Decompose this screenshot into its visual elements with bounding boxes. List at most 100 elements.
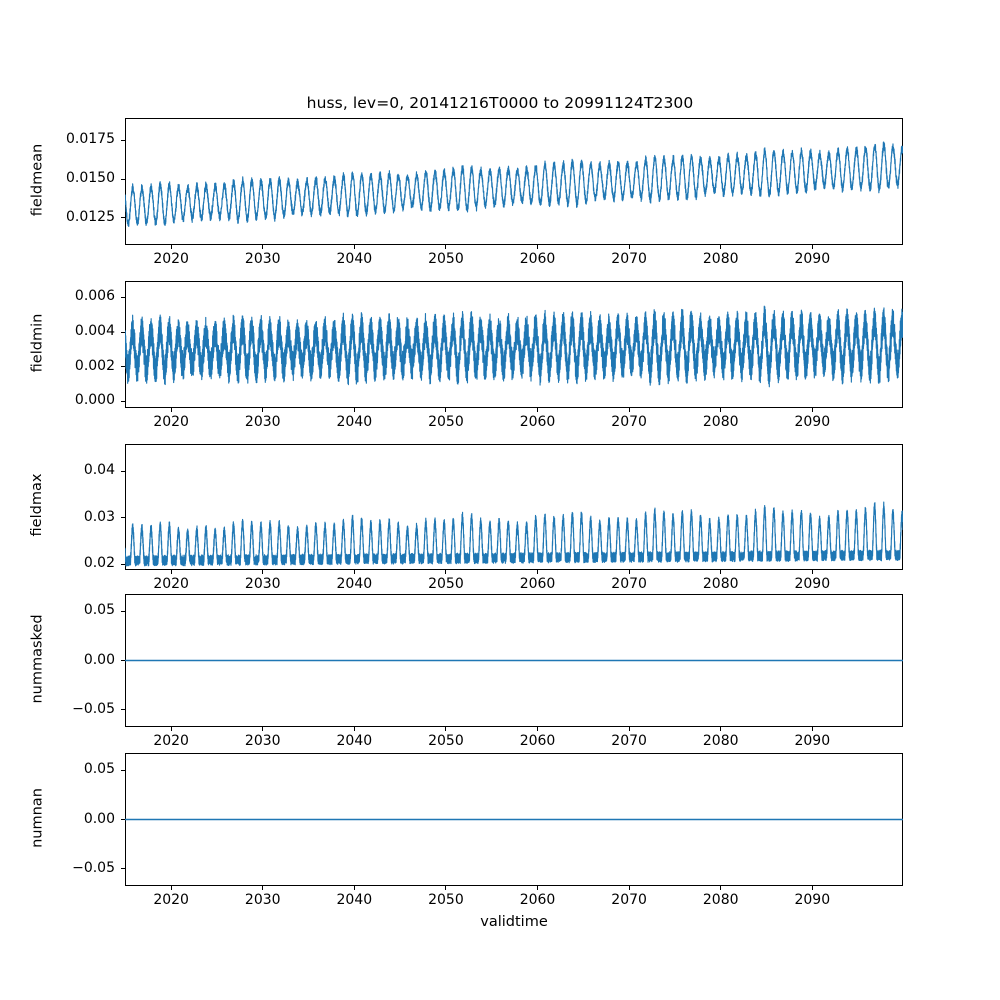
x-tick-label: 2020 (153, 414, 189, 430)
x-tick-label: 2020 (153, 733, 189, 749)
series-fieldmean (125, 142, 903, 226)
x-tick-mark (720, 570, 722, 574)
x-tick-label: 2020 (153, 576, 189, 592)
x-tick-mark (628, 245, 630, 249)
y-tick-mark (121, 709, 125, 711)
y-tick-label: −0.05 (72, 700, 115, 717)
y-axis-label-fieldmin: fieldmin (29, 313, 45, 372)
x-tick-mark (811, 886, 813, 890)
y-tick-mark (121, 400, 125, 402)
x-tick-label: 2020 (153, 892, 189, 908)
x-tick-mark (353, 886, 355, 890)
x-tick-label: 2070 (611, 251, 647, 267)
y-tick-label: 0.03 (83, 508, 115, 525)
x-tick-mark (628, 408, 630, 412)
x-tick-mark (262, 408, 264, 412)
y-tick-label: 0.0175 (66, 131, 115, 148)
x-tick-mark (537, 245, 539, 249)
x-tick-mark (262, 727, 264, 731)
y-tick-mark (121, 470, 125, 472)
axes-frame (125, 444, 903, 570)
series-fieldmin (125, 306, 903, 387)
y-tick-label: 0.05 (83, 761, 115, 778)
x-tick-mark (170, 727, 172, 731)
x-tick-mark (262, 245, 264, 249)
x-tick-label: 2050 (428, 576, 464, 592)
y-tick-mark (121, 517, 125, 519)
x-tick-label: 2080 (702, 414, 739, 430)
x-tick-label: 2060 (519, 251, 556, 267)
y-tick-label: 0.05 (83, 602, 115, 619)
y-axis-label-nummasked: nummasked (29, 613, 45, 704)
x-tick-mark (353, 727, 355, 731)
data-line-fieldmax (125, 444, 903, 570)
x-tick-mark (537, 408, 539, 412)
x-tick-label: 2040 (336, 576, 373, 592)
subplot-fieldmin (125, 281, 903, 408)
x-tick-mark (811, 570, 813, 574)
y-tick-label: 0.0125 (66, 208, 115, 225)
x-tick-mark (720, 727, 722, 731)
x-tick-label: 2050 (428, 733, 464, 749)
x-tick-mark (445, 570, 447, 574)
subplot-fieldmean (125, 118, 903, 245)
x-tick-mark (353, 245, 355, 249)
x-tick-mark (628, 727, 630, 731)
x-tick-mark (445, 408, 447, 412)
y-tick-label: 0.004 (74, 323, 115, 340)
data-line-numnan (125, 753, 903, 886)
x-tick-label: 2060 (519, 576, 556, 592)
x-tick-label: 2070 (611, 892, 647, 908)
x-tick-label: 2040 (336, 892, 373, 908)
x-tick-label: 2070 (611, 414, 647, 430)
x-tick-mark (445, 727, 447, 731)
y-tick-mark (121, 366, 125, 368)
x-tick-mark (353, 570, 355, 574)
x-tick-label: 2090 (794, 251, 831, 267)
y-tick-label: 0.00 (83, 810, 115, 827)
x-tick-mark (537, 727, 539, 731)
x-tick-mark (628, 570, 630, 574)
x-tick-mark (262, 886, 264, 890)
x-tick-mark (720, 245, 722, 249)
x-tick-mark (720, 886, 722, 890)
x-tick-mark (170, 245, 172, 249)
y-tick-label: 0.0150 (66, 170, 115, 187)
subplot-numnan (125, 753, 903, 886)
y-tick-mark (121, 139, 125, 141)
y-tick-label: 0.04 (83, 462, 115, 479)
x-tick-label: 2040 (336, 251, 373, 267)
x-tick-mark (811, 245, 813, 249)
data-line-fieldmin (125, 281, 903, 408)
y-tick-mark (121, 610, 125, 612)
x-tick-label: 2030 (244, 576, 281, 592)
x-tick-mark (170, 570, 172, 574)
x-tick-label: 2040 (336, 733, 373, 749)
figure-title: huss, lev=0, 20141216T0000 to 20991124T2… (306, 94, 694, 112)
y-tick-mark (121, 217, 125, 219)
y-tick-mark (121, 563, 125, 565)
x-tick-mark (353, 408, 355, 412)
x-tick-mark (170, 886, 172, 890)
x-tick-mark (170, 408, 172, 412)
subplot-nummasked (125, 594, 903, 727)
data-line-nummasked (125, 594, 903, 727)
y-tick-label: 0.000 (74, 392, 115, 409)
x-tick-label: 2090 (794, 733, 831, 749)
x-tick-label: 2080 (702, 576, 739, 592)
y-axis-label-fieldmean: fieldmean (29, 143, 45, 216)
y-tick-mark (121, 331, 125, 333)
x-tick-label: 2050 (428, 251, 464, 267)
x-tick-label: 2090 (794, 576, 831, 592)
series-fieldmax (125, 502, 903, 566)
x-tick-mark (811, 727, 813, 731)
x-axis-label: validtime (480, 914, 548, 930)
x-tick-mark (262, 570, 264, 574)
y-tick-mark (121, 868, 125, 870)
y-tick-mark (121, 660, 125, 662)
x-tick-label: 2020 (153, 251, 189, 267)
axes-frame (125, 118, 903, 245)
x-tick-mark (445, 886, 447, 890)
x-tick-label: 2080 (702, 733, 739, 749)
